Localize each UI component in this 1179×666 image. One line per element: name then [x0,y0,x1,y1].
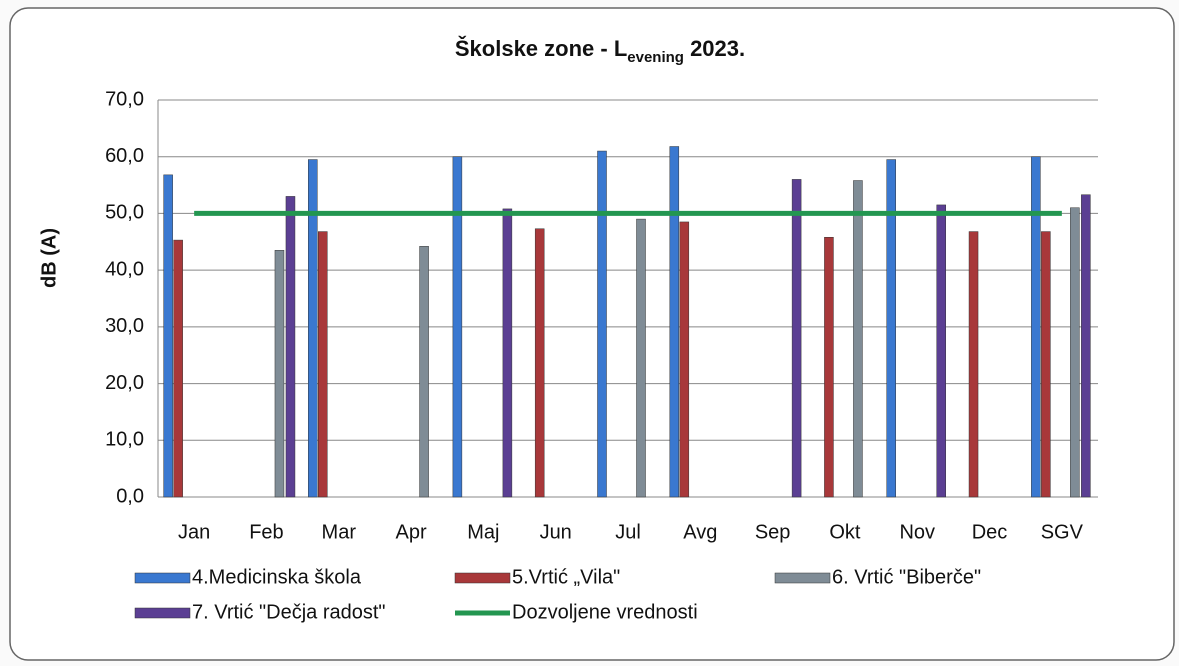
legend-swatch [134,607,191,619]
y-tick-label: 20,0 [105,372,144,394]
bar [669,146,680,498]
bar [853,180,863,498]
bar [163,174,173,498]
bar [173,239,183,498]
bar [936,204,946,498]
bar [285,196,296,498]
y-axis-label: dB (A) [38,228,60,288]
legend-swatch [774,572,831,584]
bar [679,221,690,498]
x-tick-label: Sep [755,521,791,543]
x-tick-label: Okt [829,521,861,543]
bar [274,250,285,498]
bar [534,228,545,498]
x-tick-label: Jul [615,521,641,543]
legend-swatch [134,572,191,584]
legend-swatch [454,572,511,584]
legend-label: 6. Vrtić "Biberče" [832,566,981,588]
bar [1041,231,1051,498]
legend-label: 5.Vrtić „Vila" [512,566,620,588]
bar [597,150,607,498]
bar [824,236,834,498]
x-tick-label: Jun [540,521,572,543]
x-tick-label: Avg [683,521,717,543]
y-tick-label: 0,0 [116,485,144,507]
bar [452,156,463,498]
chart-title: Školske zone - Levening 2023. [455,36,745,66]
y-tick-label: 50,0 [105,202,144,224]
bar [1081,194,1091,498]
y-tick-label: 60,0 [105,145,144,167]
y-tick-label: 10,0 [105,429,144,451]
title-subscript: evening [627,49,684,66]
x-tick-label: Dec [972,521,1008,543]
x-tick-label: Maj [467,521,499,543]
y-tick-label: 30,0 [105,315,144,337]
x-tick-label: Nov [899,521,935,543]
bar [968,231,979,498]
bar [419,246,429,498]
bar [1031,156,1041,498]
bar [308,159,318,498]
legend-label: 4.Medicinska škola [192,566,362,588]
x-tick-label: Apr [396,521,427,543]
y-tick-label: 70,0 [105,88,144,110]
bar [886,159,896,498]
bar [318,231,328,498]
y-tick-label: 40,0 [105,258,144,280]
legend-label: Dozvoljene vrednosti [512,601,698,623]
bar [1070,207,1080,498]
legend-label: 7. Vrtić "Dečja radost" [192,601,386,623]
x-tick-label: Jan [178,521,210,543]
x-tick-label: Mar [322,521,357,543]
x-tick-label: Feb [249,521,283,543]
bar [636,218,646,498]
title-end: 2023. [684,36,745,61]
bar [791,179,802,498]
title-main: Školske zone - L [455,36,627,61]
chart-frame [9,7,1175,661]
x-tick-label: SGV [1041,521,1084,543]
bar [502,208,513,498]
